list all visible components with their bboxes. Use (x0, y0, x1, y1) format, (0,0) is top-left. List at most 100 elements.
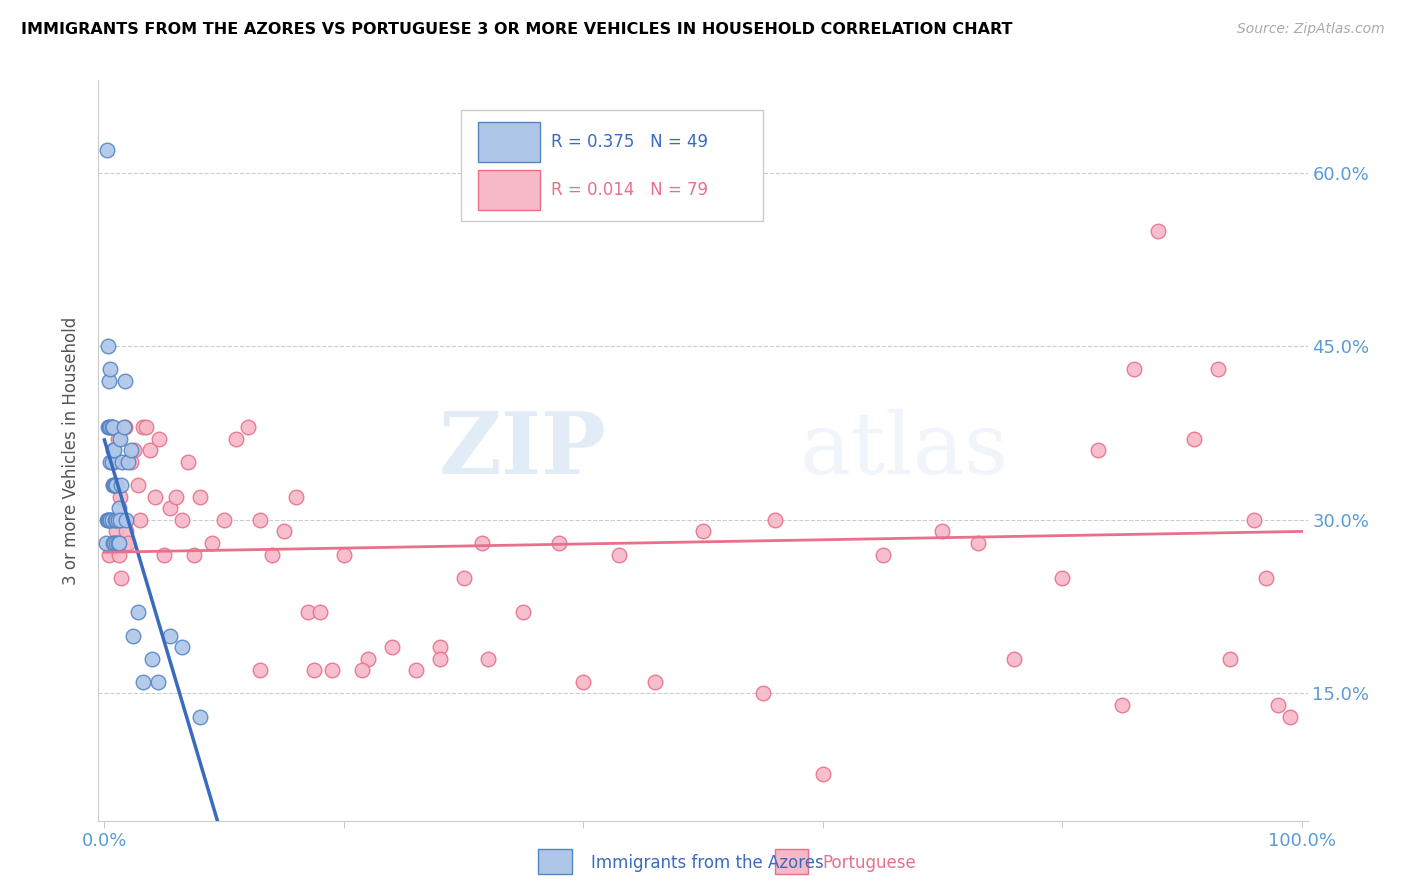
Point (96, 143, 118, 157)
Point (931, 524, 953, 539)
Point (132, 674, 155, 689)
Point (105, 524, 128, 539)
Point (381, 640, 404, 654)
Point (101, 536, 124, 550)
Point (114, 420, 136, 434)
Point (100, 420, 122, 434)
Point (108, 432, 131, 446)
Point (108, 490, 131, 504)
Point (1254, 571, 1277, 585)
Point (752, 686, 775, 700)
Point (429, 640, 451, 654)
Point (97, 420, 120, 434)
Point (108, 513, 131, 527)
Point (1278, 709, 1301, 723)
Point (107, 513, 129, 527)
Point (183, 548, 205, 562)
Point (1123, 362, 1146, 376)
Point (357, 651, 380, 665)
Point (172, 640, 194, 654)
FancyBboxPatch shape (461, 110, 763, 221)
Point (350, 663, 373, 677)
Point (98, 374, 121, 388)
Point (1111, 698, 1133, 712)
Point (100, 513, 122, 527)
Point (112, 420, 135, 434)
Point (101, 478, 124, 492)
Point (107, 432, 129, 446)
Point (122, 628, 145, 642)
Point (148, 432, 170, 446)
Point (1087, 443, 1109, 458)
Point (117, 536, 139, 550)
FancyBboxPatch shape (775, 849, 808, 874)
Point (110, 571, 132, 585)
Point (105, 536, 128, 550)
Point (104, 513, 127, 527)
Point (104, 513, 127, 527)
Point (165, 490, 187, 504)
Point (333, 548, 356, 562)
Point (141, 651, 163, 665)
Point (477, 651, 499, 665)
Point (132, 420, 155, 434)
Point (188, 709, 211, 723)
Point (135, 420, 157, 434)
Text: Immigrants from the Azores: Immigrants from the Azores (591, 855, 824, 872)
Point (225, 432, 247, 446)
Point (309, 606, 332, 620)
Point (321, 663, 343, 677)
Point (453, 571, 475, 585)
Text: R = 0.375   N = 49: R = 0.375 N = 49 (551, 133, 707, 151)
Point (103, 478, 125, 492)
Point (249, 513, 271, 527)
Text: ZIP: ZIP (439, 409, 606, 492)
Point (139, 443, 162, 458)
Point (273, 524, 295, 539)
Point (104, 478, 127, 492)
Point (1219, 651, 1241, 665)
Point (172, 513, 194, 527)
Point (1050, 571, 1073, 585)
Point (115, 524, 138, 539)
Point (967, 536, 990, 550)
Point (105, 513, 128, 527)
Point (811, 767, 834, 781)
Point (98, 513, 121, 527)
Point (260, 548, 283, 562)
Point (105, 478, 128, 492)
Point (101, 420, 124, 434)
Point (110, 478, 132, 492)
Point (101, 443, 124, 458)
Point (120, 443, 142, 458)
Point (607, 548, 630, 562)
Point (103, 536, 125, 550)
Y-axis label: 3 or more Vehicles in Household: 3 or more Vehicles in Household (62, 317, 80, 584)
Text: R = 0.014   N = 79: R = 0.014 N = 79 (551, 181, 707, 199)
Point (692, 524, 714, 539)
Point (1206, 362, 1229, 376)
Point (1147, 224, 1170, 238)
Point (97, 513, 120, 527)
Point (103, 455, 125, 469)
Point (100, 513, 122, 527)
Text: Portuguese: Portuguese (823, 855, 917, 872)
Point (111, 455, 134, 469)
Point (302, 663, 325, 677)
FancyBboxPatch shape (478, 121, 540, 161)
Point (159, 628, 181, 642)
FancyBboxPatch shape (478, 169, 540, 210)
Point (94, 536, 117, 550)
Point (148, 674, 170, 689)
Point (112, 536, 135, 550)
Point (1243, 513, 1265, 527)
Text: atlas: atlas (800, 409, 1010, 492)
FancyBboxPatch shape (538, 849, 572, 874)
Point (153, 548, 176, 562)
Point (188, 490, 211, 504)
Point (143, 490, 166, 504)
Point (763, 513, 786, 527)
Point (114, 374, 136, 388)
Point (111, 513, 134, 527)
Point (470, 536, 492, 550)
